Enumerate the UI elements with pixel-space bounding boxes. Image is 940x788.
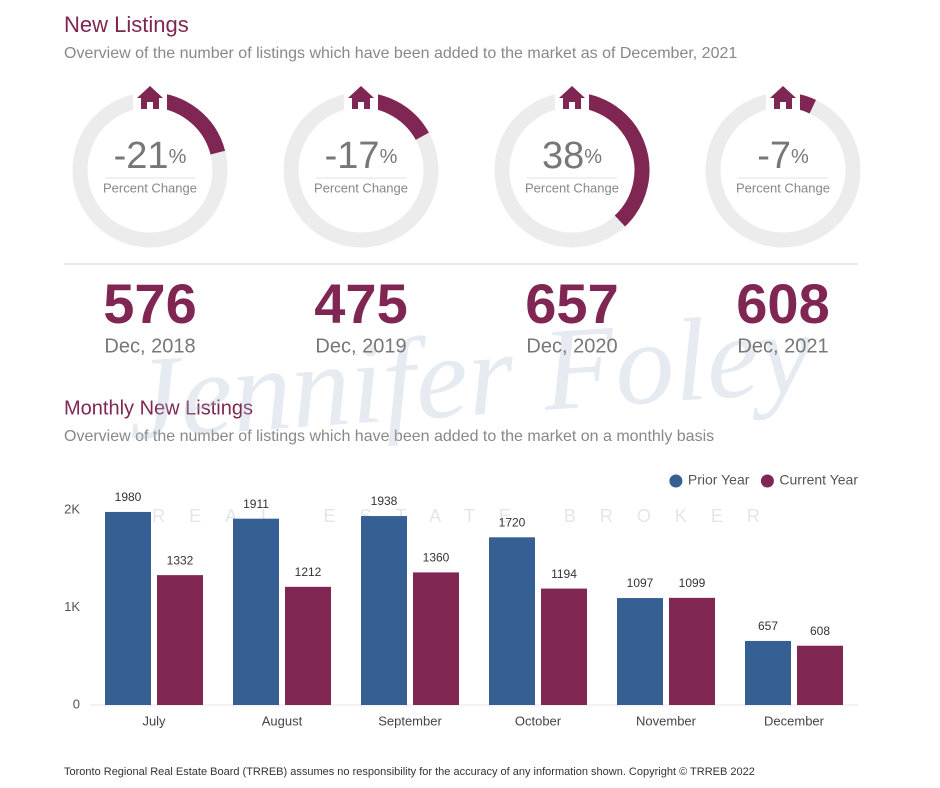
data-label: 1212 bbox=[295, 565, 322, 579]
data-label: 608 bbox=[810, 624, 830, 638]
bar bbox=[745, 640, 791, 705]
gauge-unit: % bbox=[169, 146, 187, 168]
bar bbox=[157, 575, 203, 705]
bar bbox=[361, 516, 407, 705]
bar bbox=[669, 597, 715, 705]
gauge-unit: % bbox=[584, 146, 602, 168]
listing-count: 657 bbox=[525, 272, 618, 335]
listing-date: Dec, 2019 bbox=[315, 335, 406, 357]
bar bbox=[541, 588, 587, 705]
section-subtitle: Overview of the number of listings which… bbox=[64, 45, 737, 62]
data-label: 1099 bbox=[679, 576, 706, 590]
data-label: 1194 bbox=[551, 567, 577, 581]
watermark-tagline: REAL ESTATE BROKER bbox=[152, 506, 784, 526]
gauge-value: 38% bbox=[542, 135, 602, 177]
gauge-arc bbox=[571, 92, 650, 227]
chart-subtitle: Overview of the number of listings which… bbox=[64, 428, 714, 445]
listing-date: Dec, 2021 bbox=[737, 335, 828, 357]
footer: Toronto Regional Real Estate Board (TRRE… bbox=[64, 766, 755, 778]
section-title: New Listings bbox=[64, 12, 189, 37]
gauge-unit: % bbox=[791, 146, 809, 168]
legend-label: Current Year bbox=[779, 472, 858, 488]
chart-title: Monthly New Listings bbox=[64, 397, 253, 419]
x-tick-label: August bbox=[262, 713, 303, 728]
x-tick-label: October bbox=[515, 713, 562, 728]
bar bbox=[617, 598, 663, 705]
y-tick-label: 0 bbox=[73, 696, 80, 711]
x-tick-label: September bbox=[378, 713, 442, 728]
bar bbox=[105, 511, 151, 705]
x-tick-label: July bbox=[142, 713, 166, 728]
listing-count: 608 bbox=[736, 272, 829, 335]
legend-swatch bbox=[760, 474, 774, 488]
gauge-number: -7 bbox=[757, 135, 791, 177]
house-icon bbox=[770, 86, 796, 109]
gauge-caption: Percent Change bbox=[314, 180, 408, 195]
data-label: 1360 bbox=[423, 551, 450, 565]
bar bbox=[413, 572, 459, 705]
listing-count: 576 bbox=[103, 272, 196, 335]
house-icon bbox=[559, 86, 585, 109]
gauge-caption: Percent Change bbox=[736, 180, 830, 195]
gauge-value: -17% bbox=[325, 135, 398, 177]
gauge-caption: Percent Change bbox=[525, 180, 619, 195]
x-tick-label: November bbox=[636, 713, 697, 728]
house-icon bbox=[348, 86, 374, 109]
gauge-value: -21% bbox=[114, 135, 187, 177]
data-label: 1332 bbox=[167, 553, 194, 567]
legend-swatch bbox=[669, 474, 683, 488]
bar bbox=[233, 518, 279, 705]
data-label: 1938 bbox=[371, 494, 398, 508]
bar bbox=[797, 645, 843, 705]
bar bbox=[285, 586, 331, 705]
gauge-number: -21 bbox=[114, 135, 169, 177]
data-label: 1980 bbox=[115, 490, 142, 504]
gauge-number: -17 bbox=[325, 135, 380, 177]
x-tick-label: December bbox=[764, 713, 825, 728]
legend-label: Prior Year bbox=[688, 472, 750, 488]
y-tick-label: 2K bbox=[64, 501, 80, 516]
data-label: 657 bbox=[758, 619, 778, 633]
gauge-value: -7% bbox=[757, 135, 809, 177]
house-icon bbox=[137, 86, 163, 109]
listing-count: 475 bbox=[314, 272, 407, 335]
gauge-number: 38 bbox=[542, 135, 584, 177]
data-label: 1911 bbox=[243, 497, 269, 511]
gauge-caption: Percent Change bbox=[103, 180, 197, 195]
y-tick-label: 1K bbox=[64, 599, 80, 614]
bar bbox=[489, 537, 535, 705]
data-label: 1720 bbox=[499, 515, 526, 529]
gauge-unit: % bbox=[380, 146, 398, 168]
listing-date: Dec, 2018 bbox=[104, 335, 195, 357]
listing-date: Dec, 2020 bbox=[526, 335, 617, 357]
data-label: 1097 bbox=[627, 576, 654, 590]
